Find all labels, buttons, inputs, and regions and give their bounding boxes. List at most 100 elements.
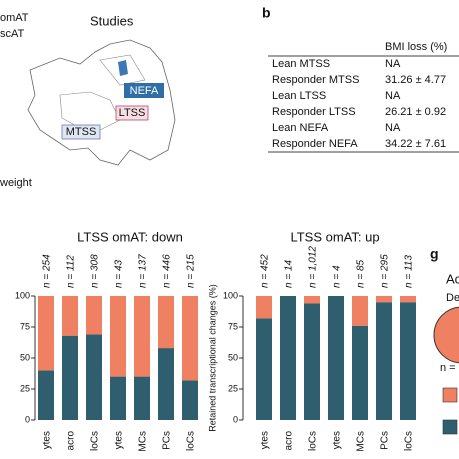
bar-segment (62, 335, 78, 420)
label-box (115, 105, 149, 121)
map-region (118, 60, 128, 76)
y-tick-label: 100 (15, 290, 30, 300)
y-tick-label: 50 (228, 352, 238, 362)
bar-segment (110, 376, 126, 420)
x-tick-label: ytes (114, 431, 125, 449)
n-label: n = 254 (42, 254, 53, 288)
table-cell: 31.26 ± 4.77 (385, 74, 446, 86)
table-cell: NA (385, 122, 401, 134)
bar-segment (86, 334, 102, 420)
legend-swatch (442, 419, 458, 435)
panel-label: g (430, 246, 439, 262)
label-box (61, 124, 101, 140)
study-label: LTSS (119, 107, 146, 119)
bar-segment (304, 296, 320, 304)
table-cell: Responder NEFA (272, 138, 358, 150)
bar-segment (280, 296, 296, 420)
map-title: Studies (90, 13, 134, 28)
y-tick-label: 0 (25, 414, 30, 424)
y-tick-label: 25 (228, 383, 238, 393)
map-panel: omAT scAT Studies NEFA LTSS MTSS weight (0, 12, 176, 189)
bar-segment (134, 296, 150, 377)
x-tick-label: loCs (404, 431, 415, 451)
bar-segment (256, 296, 272, 319)
table-cell: Lean LTSS (272, 90, 326, 102)
table-cell: NA (385, 58, 401, 70)
table-cell: NA (385, 90, 401, 102)
bar-segment (352, 296, 368, 326)
n-label: n = 112 (66, 255, 77, 288)
n-label: n = 85 (356, 259, 367, 288)
footnote: weight (0, 177, 32, 189)
bar-segment (38, 296, 54, 371)
n-label: n = 1,012 (308, 246, 319, 288)
x-tick-label: loCs (90, 431, 101, 451)
bar-segment (376, 302, 392, 420)
y-tick-label: 0 (233, 414, 238, 424)
y-tick-label: 50 (20, 352, 30, 362)
bar-segment (134, 376, 150, 420)
n-label: n = 295 (380, 254, 391, 288)
x-tick-label: ytes (332, 431, 343, 449)
legend-label: scAT (0, 28, 25, 40)
n-label: n = 446 (162, 254, 173, 288)
n-label: n = 14 (284, 259, 295, 288)
bar-segment (352, 325, 368, 420)
x-tick-label: PCs (162, 431, 173, 450)
table-cell: Responder LTSS (272, 106, 356, 118)
y-tick-label: 25 (20, 383, 30, 393)
n-label: n = 137 (138, 254, 149, 288)
n-label: n = 43 (114, 259, 125, 288)
bar-segment (400, 302, 416, 420)
y-axis-label: Retained transcriptional changes (%) (207, 284, 217, 432)
chart-title: LTSS omAT: up (290, 229, 379, 244)
legend-subtitle: De (446, 292, 459, 304)
legend-title: Ac (446, 271, 459, 286)
bar-segment (62, 296, 78, 336)
bar-segment (182, 296, 198, 381)
x-tick-label: MCs (138, 431, 149, 452)
panel-label: b (262, 5, 271, 21)
bar-segment (400, 296, 416, 303)
n-label: n = 4 (332, 265, 343, 288)
n-label: n = 452 (260, 254, 271, 288)
bar-segment (158, 296, 174, 349)
legend-note: n = (440, 362, 456, 374)
x-tick-label: PCs (380, 431, 391, 450)
table-cell: Lean NEFA (272, 122, 329, 134)
bar-segment (304, 303, 320, 420)
legend-label: omAT (0, 12, 29, 24)
bar-segment (328, 296, 344, 420)
chart-title: LTSS omAT: down (77, 229, 183, 244)
n-label: n = 215 (186, 254, 197, 288)
table-cell: Lean MTSS (272, 58, 330, 70)
bar-segment (158, 348, 174, 420)
x-tick-label: loCs (186, 431, 197, 451)
table-cell: Responder MTSS (272, 74, 359, 86)
bar-segment (86, 296, 102, 335)
table-header: BMI loss (%) (385, 41, 447, 53)
table-cell: 26.21 ± 0.92 (385, 106, 446, 118)
map-land (27, 39, 176, 166)
bar-segment (256, 318, 272, 420)
y-tick-label: 75 (228, 321, 238, 331)
x-tick-label: ytes (260, 431, 271, 449)
bar-segment (376, 296, 392, 303)
bar-segment (182, 380, 198, 420)
label-box (124, 83, 164, 98)
n-label: n = 308 (90, 254, 101, 288)
table: BMI loss (%) Lean MTSS NA Responder MTSS 31… (268, 41, 459, 153)
table-cell: 34.22 ± 7.61 (385, 138, 446, 150)
x-tick-label: acro (66, 431, 77, 451)
pie (433, 306, 459, 364)
panel-g: Ac De n = (433, 271, 459, 435)
n-label: n = 113 (404, 255, 415, 288)
x-tick-label: acro (284, 431, 295, 451)
x-tick-label: ytes (42, 431, 53, 449)
map-borders (59, 54, 146, 131)
bar-segment (38, 370, 54, 420)
x-tick-label: loCs (308, 431, 319, 451)
legend-swatch (442, 387, 458, 403)
y-tick-label: 100 (223, 290, 238, 300)
